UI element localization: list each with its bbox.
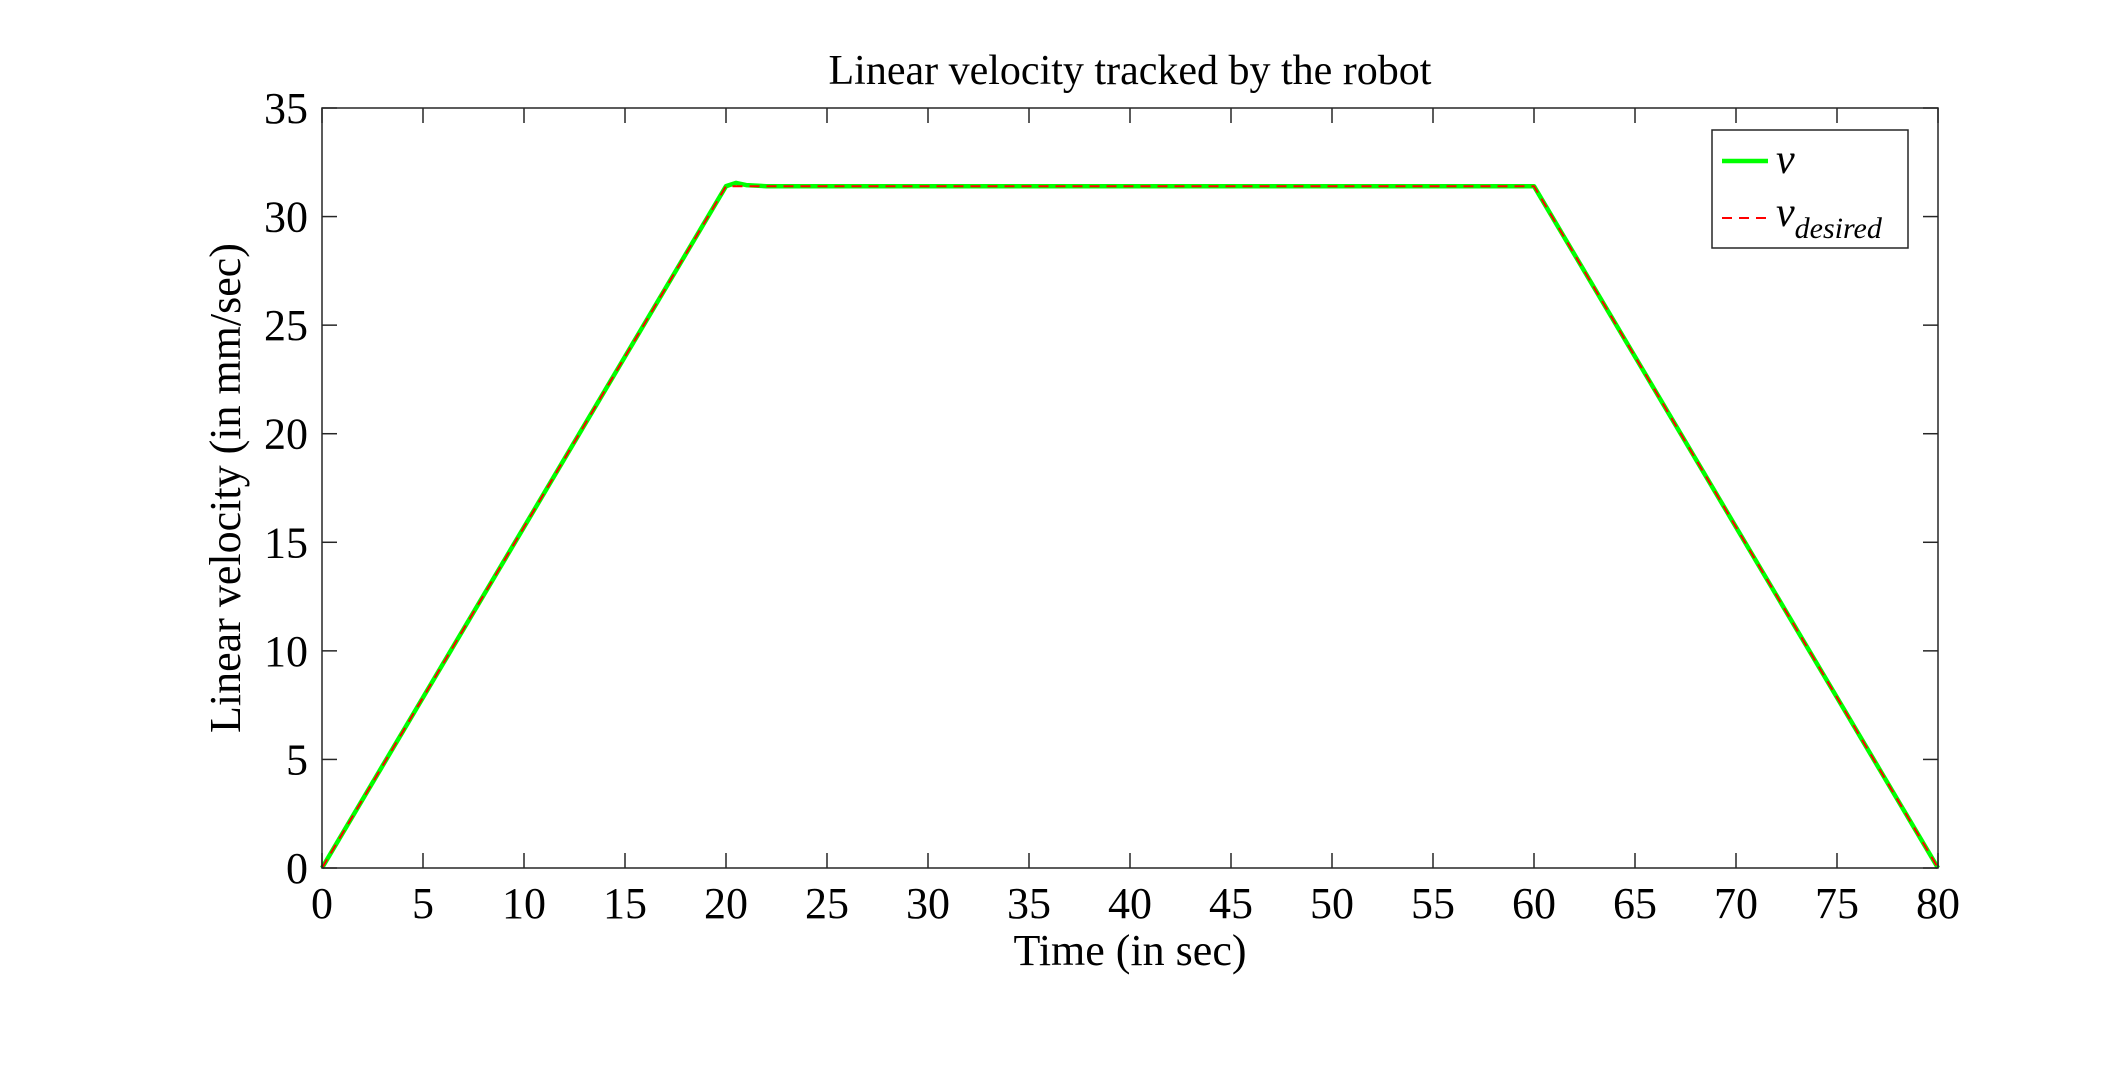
x-axis-label: Time (in sec) bbox=[1013, 926, 1246, 975]
y-tick-label: 5 bbox=[286, 735, 308, 784]
plot-area bbox=[322, 108, 1938, 868]
x-tick-label: 35 bbox=[1007, 879, 1051, 928]
legend-entry-v-desired-subscript: desired bbox=[1795, 212, 1883, 245]
x-tick-label: 50 bbox=[1310, 879, 1354, 928]
x-tick-label: 25 bbox=[805, 879, 849, 928]
legend: v vdesired bbox=[1711, 129, 1909, 249]
chart-title: Linear velocity tracked by the robot bbox=[829, 48, 1432, 94]
plot-background bbox=[322, 108, 1938, 868]
y-tick-label: 10 bbox=[264, 627, 308, 676]
x-tick-label: 80 bbox=[1916, 879, 1960, 928]
y-tick-label: 0 bbox=[286, 844, 308, 893]
y-tick-labels: 0 5 10 15 20 25 30 35 bbox=[264, 84, 308, 893]
series-layer bbox=[320, 180, 1940, 870]
y-axis-label: Linear velocity (in mm/sec) bbox=[201, 243, 250, 733]
x-tick-label: 60 bbox=[1512, 879, 1556, 928]
legend-entry-v-desired-name: v bbox=[1776, 190, 1795, 236]
x-tick-label: 5 bbox=[412, 879, 434, 928]
x-tick-label: 70 bbox=[1714, 879, 1758, 928]
legend-entry-v: v bbox=[1776, 137, 1795, 183]
x-tick-label: 10 bbox=[502, 879, 546, 928]
x-tick-label: 40 bbox=[1108, 879, 1152, 928]
x-tick-label: 45 bbox=[1209, 879, 1253, 928]
x-tick-label: 55 bbox=[1411, 879, 1455, 928]
x-tick-labels: 0 5 10 15 20 25 30 35 40 45 50 55 60 65 70 75 80 bbox=[311, 879, 1960, 928]
y-tick-label: 15 bbox=[264, 518, 308, 567]
y-tick-label: 35 bbox=[264, 84, 308, 133]
x-tick-label: 20 bbox=[704, 879, 748, 928]
legend-entry-v-desired: vdesired bbox=[1776, 190, 1883, 245]
x-tick-label: 65 bbox=[1613, 879, 1657, 928]
y-tick-label: 30 bbox=[264, 193, 308, 242]
legend-box bbox=[1711, 129, 1909, 249]
x-tick-label: 75 bbox=[1815, 879, 1859, 928]
series-line-v-desired bbox=[321, 185, 1939, 869]
x-tick-label: 15 bbox=[603, 879, 647, 928]
y-tick-label: 25 bbox=[264, 301, 308, 350]
y-tick-label: 20 bbox=[264, 410, 308, 459]
ticks-layer bbox=[321, 107, 1939, 869]
x-tick-label: 30 bbox=[906, 879, 950, 928]
x-tick-label: 0 bbox=[311, 879, 333, 928]
